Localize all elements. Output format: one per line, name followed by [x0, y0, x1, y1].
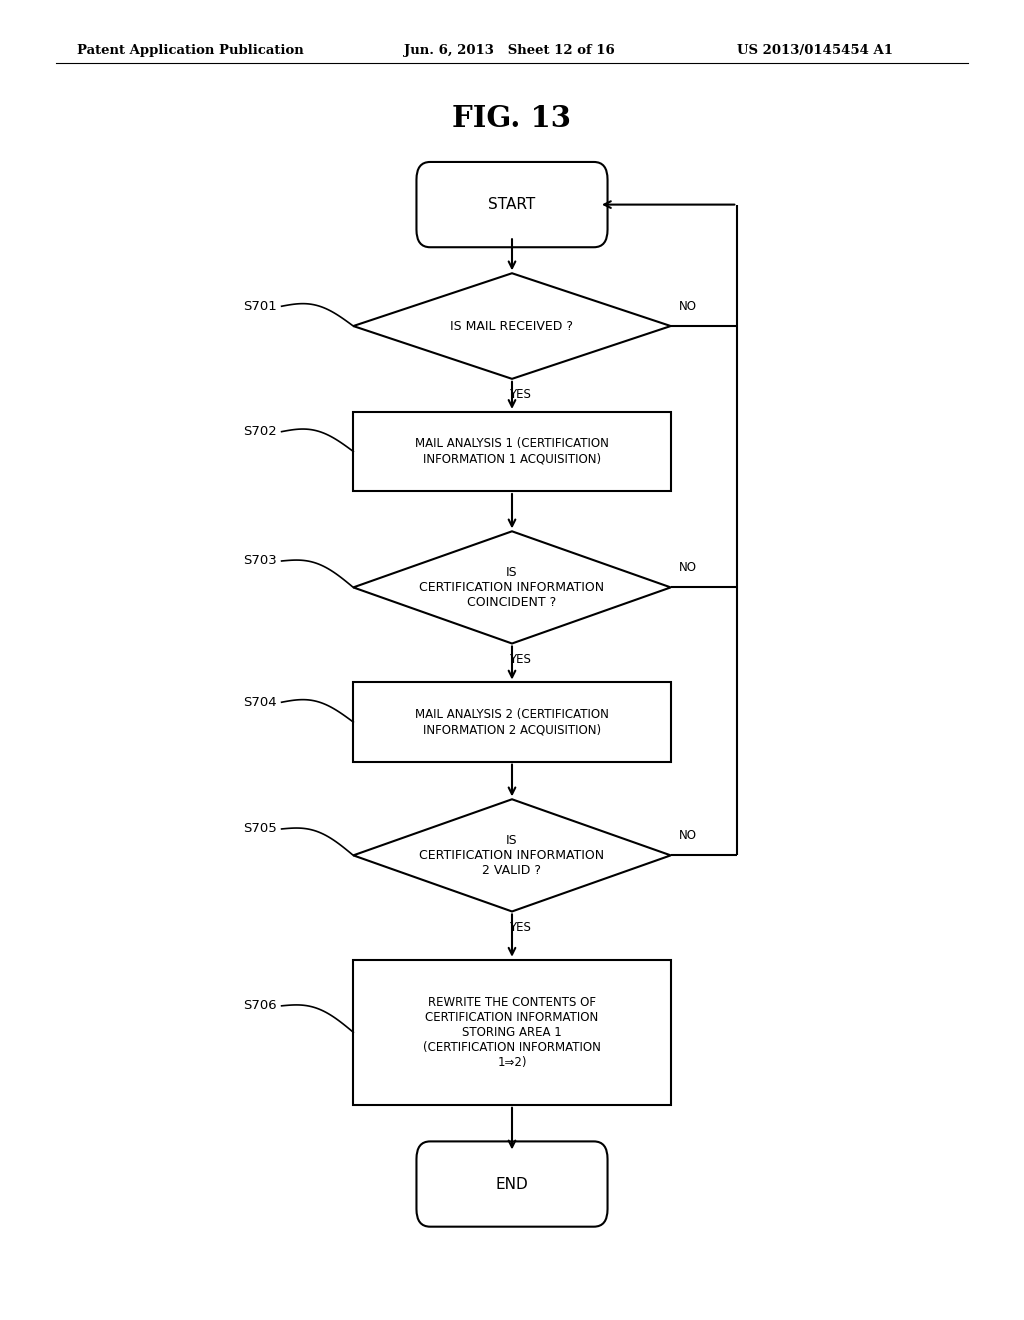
Text: S704: S704	[243, 696, 276, 709]
Text: S702: S702	[243, 425, 276, 438]
Text: S705: S705	[243, 822, 276, 836]
Text: END: END	[496, 1176, 528, 1192]
Text: S701: S701	[243, 300, 276, 313]
Text: FIG. 13: FIG. 13	[453, 104, 571, 133]
Text: S706: S706	[243, 999, 276, 1012]
Bar	[353, 682, 671, 762]
Text: YES: YES	[509, 921, 531, 933]
Text: S703: S703	[243, 554, 276, 568]
Text: Jun. 6, 2013   Sheet 12 of 16: Jun. 6, 2013 Sheet 12 of 16	[404, 44, 615, 57]
Polygon shape	[353, 531, 671, 643]
Bar	[353, 960, 671, 1105]
Text: Patent Application Publication: Patent Application Publication	[77, 44, 303, 57]
Bar	[353, 412, 671, 491]
Text: YES: YES	[509, 388, 531, 401]
Text: REWRITE THE CONTENTS OF
CERTIFICATION INFORMATION
STORING AREA 1
(CERTIFICATION : REWRITE THE CONTENTS OF CERTIFICATION IN…	[423, 995, 601, 1069]
Polygon shape	[353, 273, 671, 379]
Text: IS
CERTIFICATION INFORMATION
2 VALID ?: IS CERTIFICATION INFORMATION 2 VALID ?	[420, 834, 604, 876]
Text: MAIL ANALYSIS 1 (CERTIFICATION
INFORMATION 1 ACQUISITION): MAIL ANALYSIS 1 (CERTIFICATION INFORMATI…	[415, 437, 609, 466]
Polygon shape	[353, 800, 671, 911]
Text: US 2013/0145454 A1: US 2013/0145454 A1	[737, 44, 893, 57]
Text: NO: NO	[679, 829, 697, 842]
Text: START: START	[488, 197, 536, 213]
FancyBboxPatch shape	[417, 1142, 607, 1226]
FancyBboxPatch shape	[417, 162, 607, 247]
Text: MAIL ANALYSIS 2 (CERTIFICATION
INFORMATION 2 ACQUISITION): MAIL ANALYSIS 2 (CERTIFICATION INFORMATI…	[415, 708, 609, 737]
Text: IS MAIL RECEIVED ?: IS MAIL RECEIVED ?	[451, 319, 573, 333]
Text: IS
CERTIFICATION INFORMATION
COINCIDENT ?: IS CERTIFICATION INFORMATION COINCIDENT …	[420, 566, 604, 609]
Text: YES: YES	[509, 652, 531, 665]
Text: NO: NO	[679, 561, 697, 574]
Text: NO: NO	[679, 300, 697, 313]
